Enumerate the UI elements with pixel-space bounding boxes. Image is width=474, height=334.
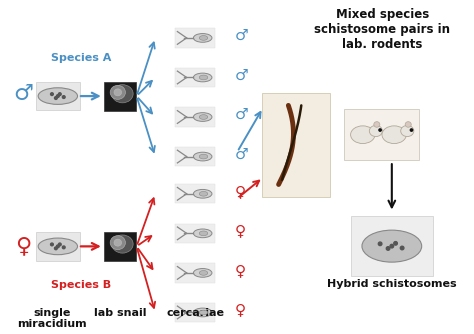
Ellipse shape xyxy=(193,229,212,238)
Text: ♂: ♂ xyxy=(235,147,248,162)
FancyBboxPatch shape xyxy=(351,216,433,276)
Circle shape xyxy=(56,95,59,98)
Ellipse shape xyxy=(199,75,208,80)
Text: Species B: Species B xyxy=(51,280,111,290)
Ellipse shape xyxy=(112,235,133,253)
Ellipse shape xyxy=(193,152,212,161)
Ellipse shape xyxy=(193,269,212,277)
Circle shape xyxy=(386,247,390,250)
Circle shape xyxy=(56,245,59,248)
FancyBboxPatch shape xyxy=(175,303,215,322)
Ellipse shape xyxy=(112,85,133,103)
Text: ♀: ♀ xyxy=(235,223,246,238)
Circle shape xyxy=(58,243,61,246)
Ellipse shape xyxy=(369,125,383,137)
Ellipse shape xyxy=(114,239,122,246)
Text: Species A: Species A xyxy=(51,52,112,62)
FancyBboxPatch shape xyxy=(175,107,215,127)
Ellipse shape xyxy=(199,231,208,236)
FancyBboxPatch shape xyxy=(104,81,136,111)
FancyBboxPatch shape xyxy=(175,68,215,87)
Text: ♀: ♀ xyxy=(235,303,246,318)
Text: Hybrid schistosomes: Hybrid schistosomes xyxy=(327,279,456,289)
FancyBboxPatch shape xyxy=(175,147,215,166)
Ellipse shape xyxy=(382,126,406,144)
Ellipse shape xyxy=(110,236,126,249)
FancyBboxPatch shape xyxy=(36,82,80,110)
Ellipse shape xyxy=(193,73,212,82)
Ellipse shape xyxy=(199,271,208,275)
FancyBboxPatch shape xyxy=(175,224,215,243)
Text: lab snail: lab snail xyxy=(94,308,146,318)
FancyBboxPatch shape xyxy=(104,232,136,261)
Ellipse shape xyxy=(362,230,422,262)
Ellipse shape xyxy=(193,308,212,317)
Circle shape xyxy=(63,96,65,99)
FancyBboxPatch shape xyxy=(175,184,215,203)
Ellipse shape xyxy=(199,191,208,196)
Circle shape xyxy=(379,129,381,131)
Ellipse shape xyxy=(199,36,208,40)
Ellipse shape xyxy=(193,189,212,198)
Ellipse shape xyxy=(193,33,212,42)
Text: single
miracidium: single miracidium xyxy=(18,308,87,329)
FancyBboxPatch shape xyxy=(175,263,215,283)
Circle shape xyxy=(401,246,404,250)
Ellipse shape xyxy=(38,88,78,105)
Ellipse shape xyxy=(374,122,380,127)
Circle shape xyxy=(410,129,413,131)
Ellipse shape xyxy=(351,126,375,144)
Text: cercariae: cercariae xyxy=(166,308,224,318)
Text: ♂: ♂ xyxy=(235,28,248,43)
Text: ♂: ♂ xyxy=(13,84,33,104)
Ellipse shape xyxy=(199,115,208,119)
Ellipse shape xyxy=(199,310,208,315)
Circle shape xyxy=(390,244,393,248)
FancyBboxPatch shape xyxy=(344,109,419,160)
Ellipse shape xyxy=(110,86,126,99)
Text: Mixed species
schistosome pairs in
lab. rodents: Mixed species schistosome pairs in lab. … xyxy=(314,8,450,51)
Circle shape xyxy=(51,243,53,246)
Circle shape xyxy=(58,93,61,96)
Text: ♂: ♂ xyxy=(235,107,248,122)
Circle shape xyxy=(55,97,57,100)
Ellipse shape xyxy=(193,113,212,121)
Ellipse shape xyxy=(199,154,208,159)
Text: ♀: ♀ xyxy=(235,184,246,199)
Text: ♂: ♂ xyxy=(235,68,248,82)
Text: ♀: ♀ xyxy=(15,236,31,257)
Ellipse shape xyxy=(401,125,414,137)
Ellipse shape xyxy=(114,89,122,96)
Circle shape xyxy=(63,246,65,249)
Ellipse shape xyxy=(38,238,78,255)
Circle shape xyxy=(55,247,57,250)
Circle shape xyxy=(51,93,53,96)
FancyBboxPatch shape xyxy=(175,28,215,48)
FancyBboxPatch shape xyxy=(262,93,329,197)
FancyBboxPatch shape xyxy=(36,232,80,261)
Ellipse shape xyxy=(405,122,411,127)
Text: ♀: ♀ xyxy=(235,263,246,278)
Circle shape xyxy=(378,242,382,245)
Circle shape xyxy=(394,241,397,245)
